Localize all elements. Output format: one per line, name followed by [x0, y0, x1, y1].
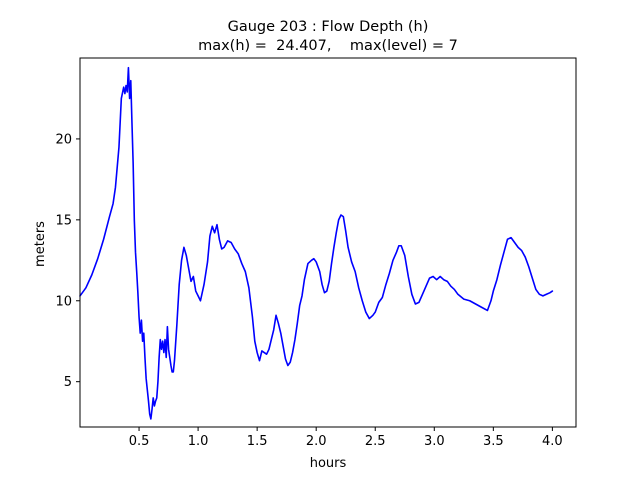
x-axis-label: hours [310, 456, 347, 471]
y-tick-label: 15 [55, 213, 72, 228]
x-tick-label: 2.5 [365, 434, 386, 449]
x-tick-label: 1.0 [188, 434, 209, 449]
x-tick-label: 1.5 [247, 434, 268, 449]
y-axis-label: meters [33, 221, 48, 267]
y-tick-label: 20 [55, 132, 72, 147]
chart-title-line1: Gauge 203 : Flow Depth (h) [228, 19, 429, 35]
x-tick-label: 3.5 [483, 434, 504, 449]
plot-area: 0.5 1.0 1.5 2.0 2.5 3.0 3.5 4.0 5 10 15 20 [55, 57, 577, 449]
y-tick-label: 5 [64, 375, 72, 390]
x-tick-label: 0.5 [129, 434, 150, 449]
x-tick-label: 2.0 [306, 434, 327, 449]
x-tick-label: 4.0 [542, 434, 563, 449]
y-tick-label: 10 [55, 294, 72, 309]
chart-title-line2: max(h) = 24.407, max(level) = 7 [198, 38, 458, 54]
x-tick-label: 3.0 [424, 434, 445, 449]
series-line-0 [79, 66, 554, 420]
plot-frame [79, 57, 577, 428]
